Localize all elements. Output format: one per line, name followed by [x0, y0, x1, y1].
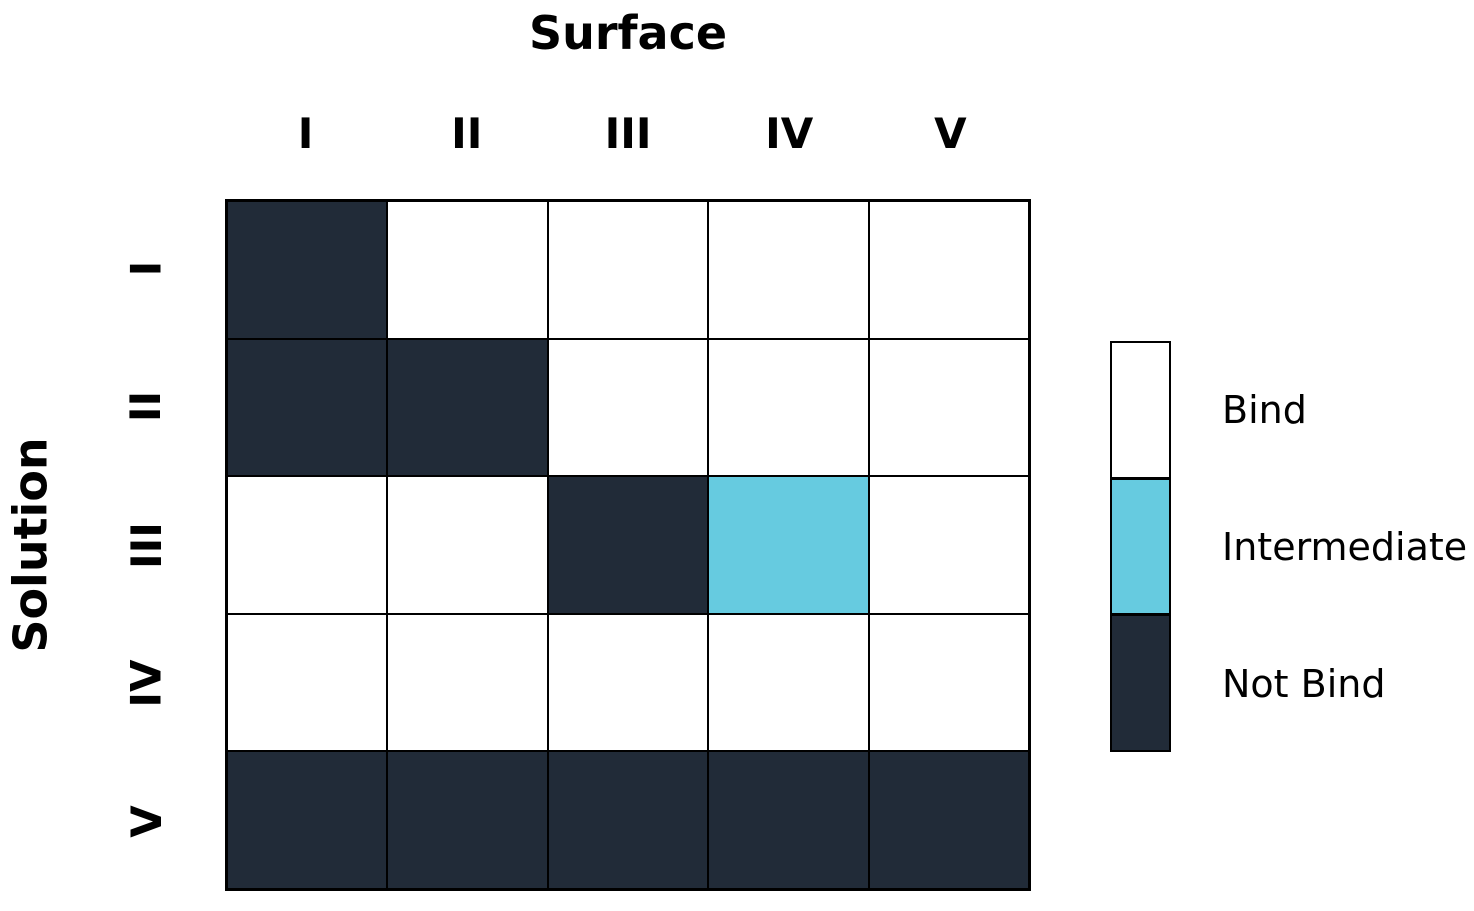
- legend-swatch-bind: [1112, 343, 1169, 477]
- heatmap-cell-r3-c4: [709, 477, 868, 613]
- y-tick-label-text: III: [121, 521, 171, 569]
- heatmap-cell-r4-c5: [869, 614, 1028, 751]
- heatmap-cell-r1-c3: [548, 202, 708, 338]
- heatmap-cell-r5-c2: [388, 752, 547, 888]
- y-tick-label-5: V: [116, 753, 176, 891]
- y-tick-label-1: I: [116, 199, 176, 337]
- y-tick-label-4: IV: [116, 614, 176, 752]
- heatmap-cell-r4-c3: [548, 614, 708, 751]
- heatmap-cell-r4-c2: [388, 614, 547, 751]
- heatmap-cell-r1-c4: [709, 202, 868, 338]
- x-tick-label-1: I: [297, 109, 314, 158]
- chart-title: Surface: [528, 6, 728, 60]
- heatmap-cell-r5-c4: [709, 752, 868, 888]
- heatmap-cell-r3-c2: [388, 477, 547, 613]
- y-tick-label-2: II: [116, 337, 176, 475]
- legend-swatch-intermediate: [1112, 476, 1169, 614]
- legend-color-bar: [1110, 341, 1171, 752]
- heatmap-cell-r5-c3: [548, 752, 708, 888]
- y-axis-title: Solution: [4, 437, 59, 653]
- heatmap-cell-r5-c5: [869, 752, 1028, 888]
- y-tick-label-text: II: [121, 390, 171, 423]
- heatmap-cell-r2-c2: [388, 339, 547, 476]
- heatmap-cell-r3-c3: [548, 477, 708, 613]
- heatmap-cell-r3-c5: [869, 477, 1028, 613]
- y-tick-label-text: IV: [121, 659, 171, 708]
- heatmap-cell-r1-c1: [228, 202, 387, 338]
- heatmap-cell-r4-c1: [228, 614, 387, 751]
- heatmap-cell-r2-c4: [709, 339, 868, 476]
- heatmap-cell-r1-c2: [388, 202, 547, 338]
- x-tick-label-2: II: [451, 109, 483, 158]
- heatmap-cell-r4-c4: [709, 614, 868, 751]
- y-tick-label-3: III: [116, 476, 176, 614]
- x-tick-label-5: V: [934, 109, 967, 158]
- heatmap-cell-r1-c5: [869, 202, 1028, 338]
- heatmap-cell-r2-c5: [869, 339, 1028, 476]
- x-tick-label-4: IV: [765, 109, 814, 158]
- heatmap-grid: [225, 199, 1031, 891]
- heatmap-cell-r2-c1: [228, 339, 387, 476]
- y-axis-title-wrap: Solution: [0, 199, 62, 891]
- y-tick-label-text: I: [121, 260, 171, 277]
- heatmap-cell-r3-c1: [228, 477, 387, 613]
- x-tick-label-3: III: [604, 109, 652, 158]
- x-tick-labels: I II III IV V: [225, 104, 1031, 164]
- y-tick-label-text: V: [121, 805, 171, 839]
- legend-swatch-not-bind: [1112, 613, 1169, 751]
- heatmap-cell-r5-c1: [228, 752, 387, 888]
- legend-labels: Bind Intermediate Not Bind: [1222, 341, 1472, 752]
- legend-label-intermediate: Intermediate: [1222, 524, 1468, 569]
- y-tick-labels: I II III IV V: [116, 199, 176, 891]
- heatmap-cell-r2-c3: [548, 339, 708, 476]
- legend-label-bind: Bind: [1222, 387, 1307, 432]
- legend-label-not-bind: Not Bind: [1222, 661, 1386, 706]
